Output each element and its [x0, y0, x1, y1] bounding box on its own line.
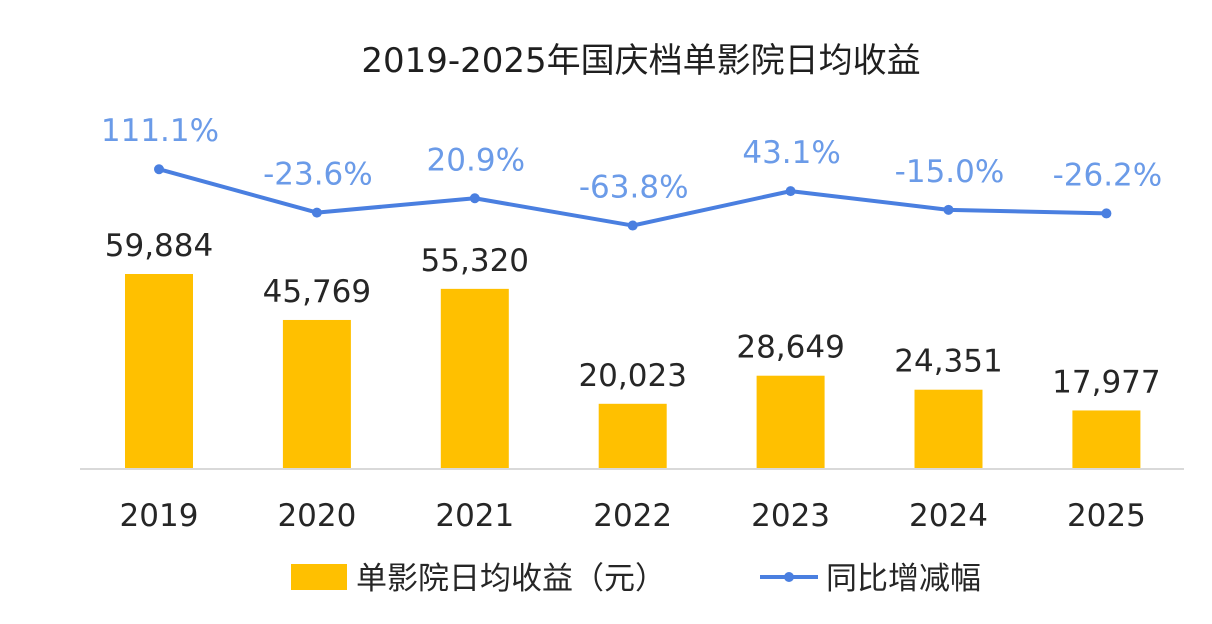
x-tick-2022: 2022: [593, 498, 672, 534]
yoy-point-2023: [785, 186, 796, 197]
bar-label-2025: 17,977: [1052, 364, 1160, 400]
bar-label-2023: 28,649: [736, 330, 844, 366]
yoy-label-2025: -26.2%: [1053, 157, 1163, 193]
yoy-label-2022: -63.8%: [579, 170, 689, 206]
bar-2022: [598, 403, 667, 469]
yoy-label-2020: -23.6%: [263, 157, 373, 193]
yoy-label-2023: 43.1%: [742, 135, 840, 171]
bar-2020: [282, 319, 351, 469]
x-tick-2021: 2021: [435, 498, 514, 534]
legend-line-marker: [784, 572, 794, 582]
x-tick-2024: 2024: [909, 498, 988, 534]
yoy-point-2020: [311, 207, 322, 218]
yoy-label-2019: 111.1%: [101, 113, 219, 149]
bar-label-2021: 55,320: [421, 243, 529, 279]
yoy-point-2019: [154, 164, 164, 175]
legend-bar-swatch: [291, 564, 347, 590]
yoy-label-2024: -15.0%: [895, 154, 1005, 190]
bar-2025: [1072, 410, 1141, 469]
labels-layer: 59,884 45,769 55,320 20,023 28,649 24,351 17,9…: [101, 113, 1162, 400]
line-layer: [154, 164, 1112, 231]
bar-label-2019: 59,884: [105, 228, 213, 264]
yoy-point-2021: [469, 193, 480, 204]
bar-2021: [440, 288, 509, 469]
x-tick-2020: 2020: [277, 498, 356, 534]
x-tick-2023: 2023: [751, 498, 830, 534]
legend-line-label: 同比增减幅: [826, 561, 981, 597]
chart-title: 2019-2025年国庆档单影院日均收益: [361, 41, 920, 81]
yoy-point-2022: [627, 220, 638, 231]
x-tick-2019: 2019: [120, 498, 199, 534]
bars-layer: [125, 274, 1141, 469]
yoy-point-2025: [1101, 208, 1112, 219]
bar-2023: [756, 375, 825, 469]
x-tick-labels: 2019 2020 2021 2022 2023 2024 2025: [120, 498, 1146, 534]
yoy-point-2024: [943, 204, 954, 215]
bar-label-2022: 20,023: [578, 358, 686, 394]
legend: 单影院日均收益（元） 同比增减幅: [291, 561, 981, 597]
bar-label-2020: 45,769: [263, 274, 371, 310]
legend-bar-label: 单影院日均收益（元）: [356, 561, 666, 597]
bar-label-2024: 24,351: [894, 344, 1002, 380]
bar-2019: [125, 274, 193, 469]
bar-2024: [914, 389, 983, 469]
yoy-label-2021: 20.9%: [427, 142, 525, 178]
x-tick-2025: 2025: [1067, 498, 1146, 534]
